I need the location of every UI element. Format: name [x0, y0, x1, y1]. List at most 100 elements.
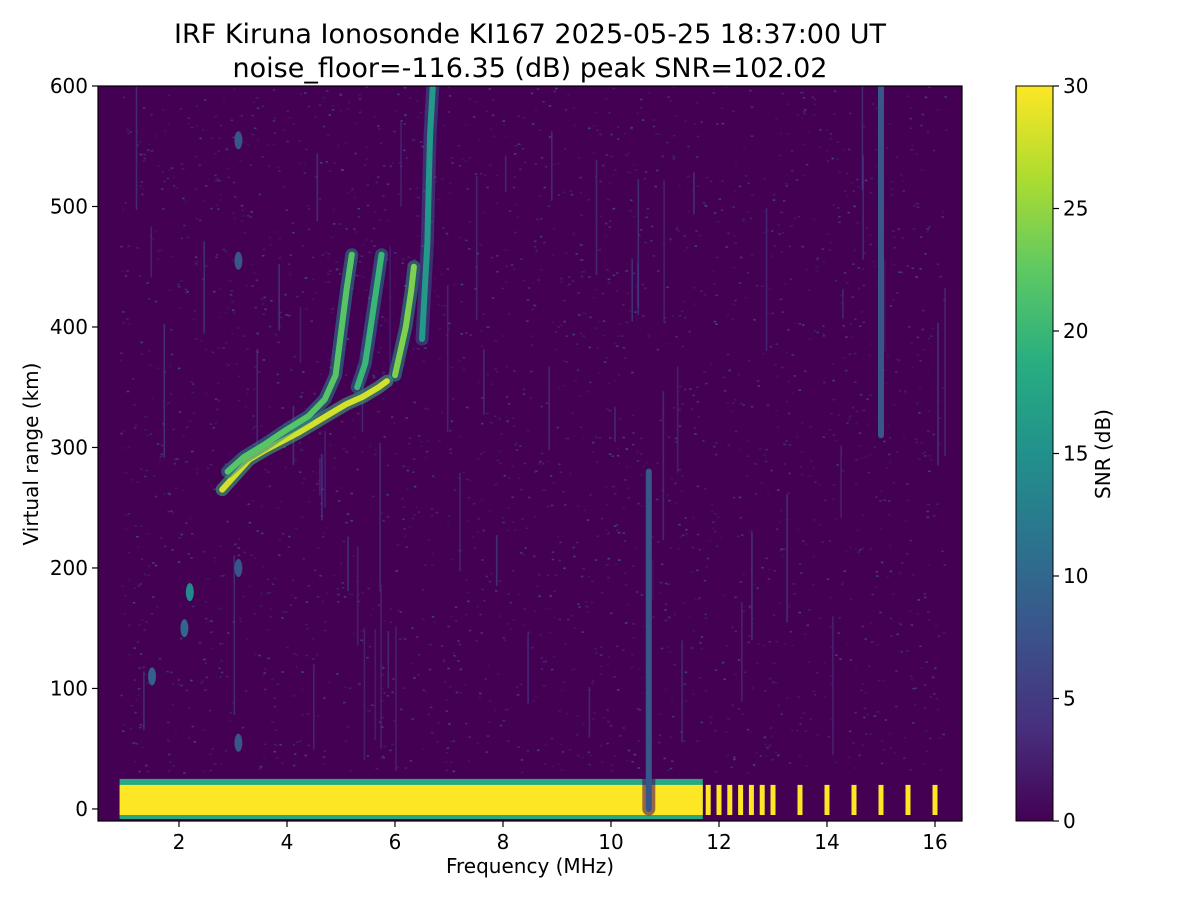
noise-pixel: [723, 678, 726, 680]
noise-pixel: [387, 516, 390, 518]
noise-pixel: [278, 325, 282, 327]
noise-pixel: [915, 438, 918, 441]
noise-pixel: [139, 723, 142, 726]
noise-pixel: [380, 585, 383, 587]
noise-pixel: [929, 737, 932, 740]
noise-pixel: [748, 530, 751, 533]
noise-pixel: [457, 144, 461, 147]
noise-pixel: [520, 258, 523, 260]
noise-pixel: [591, 580, 594, 583]
noise-pixel: [863, 716, 866, 719]
noise-pixel: [233, 88, 236, 91]
noise-pixel: [800, 91, 803, 94]
noise-pixel: [152, 475, 156, 477]
noise-pixel: [267, 471, 270, 473]
noise-pixel: [742, 218, 745, 220]
noise-pixel: [606, 742, 609, 745]
noise-pixel: [141, 193, 144, 196]
noise-pixel: [324, 251, 328, 254]
noise-pixel: [481, 397, 484, 399]
y-tick-label: 0: [75, 797, 88, 821]
noise-pixel: [220, 671, 224, 674]
noise-pixel: [612, 274, 616, 277]
noise-pixel: [763, 736, 767, 739]
noise-pixel: [704, 613, 707, 616]
noise-pixel: [632, 432, 635, 434]
noise-pixel: [909, 610, 912, 612]
noise-pixel: [608, 453, 612, 455]
noise-pixel: [660, 563, 664, 566]
noise-pixel: [292, 744, 296, 746]
noise-pixel: [909, 675, 913, 678]
noise-pixel: [302, 371, 305, 373]
noise-pixel: [482, 211, 486, 214]
noise-pixel: [123, 471, 127, 474]
noise-pixel: [366, 204, 370, 207]
noise-pixel: [722, 594, 725, 597]
noise-pixel: [936, 503, 939, 506]
noise-pixel: [797, 528, 800, 531]
noise-pixel: [545, 402, 548, 405]
noise-pixel: [631, 414, 635, 416]
noise-pixel: [407, 466, 410, 469]
noise-pixel: [301, 482, 305, 484]
noise-pixel: [681, 403, 684, 405]
noise-pixel: [256, 530, 259, 532]
noise-pixel: [303, 172, 306, 174]
noise-pixel: [159, 249, 163, 251]
noise-pixel: [567, 618, 570, 621]
noise-pixel: [489, 128, 493, 130]
noise-pixel: [497, 673, 500, 675]
noise-pixel: [774, 682, 778, 684]
noise-pixel: [715, 545, 719, 548]
noise-pixel: [496, 270, 499, 273]
noise-pixel: [523, 161, 527, 164]
noise-pixel: [734, 164, 738, 167]
noise-pixel: [370, 240, 373, 243]
noise-pixel: [324, 408, 327, 410]
noise-pixel: [769, 727, 773, 729]
noise-pixel: [831, 498, 835, 501]
noise-pixel: [619, 418, 622, 420]
noise-pixel: [750, 106, 754, 109]
noise-pixel: [244, 690, 248, 692]
noise-pixel: [687, 175, 690, 178]
noise-pixel: [175, 187, 179, 189]
noise-pixel: [684, 671, 688, 674]
noise-pixel: [886, 355, 889, 358]
noise-pixel: [669, 100, 672, 102]
noise-pixel: [572, 107, 575, 109]
noise-pixel: [798, 389, 802, 391]
noise-pixel: [619, 735, 622, 737]
noise-pixel: [862, 409, 866, 412]
noise-pixel: [561, 751, 565, 753]
noise-pixel: [174, 458, 177, 461]
noise-pixel: [723, 390, 727, 392]
noise-pixel: [690, 408, 694, 411]
noise-pixel: [603, 716, 606, 719]
noise-pixel: [129, 727, 133, 730]
noise-pixel: [457, 660, 460, 662]
noise-pixel: [163, 493, 166, 496]
noise-pixel: [220, 575, 224, 577]
noise-pixel: [617, 373, 621, 376]
noise-pixel: [887, 453, 891, 456]
noise-pixel: [797, 696, 800, 698]
noise-pixel: [357, 216, 361, 218]
noise-pixel: [361, 592, 364, 594]
noise-pixel: [770, 469, 773, 472]
noise-pixel: [631, 760, 634, 763]
noise-pixel: [126, 390, 130, 393]
noise-pixel: [775, 375, 779, 377]
noise-pixel: [789, 278, 793, 281]
noise-pixel: [184, 200, 188, 203]
noise-pixel: [227, 364, 231, 367]
noise-pixel: [756, 662, 759, 665]
noise-pixel: [227, 632, 230, 634]
noise-pixel: [352, 555, 355, 557]
noise-pixel: [242, 141, 245, 144]
noise-pixel: [215, 408, 219, 411]
noise-pixel: [412, 139, 415, 141]
noise-pixel: [372, 495, 375, 498]
